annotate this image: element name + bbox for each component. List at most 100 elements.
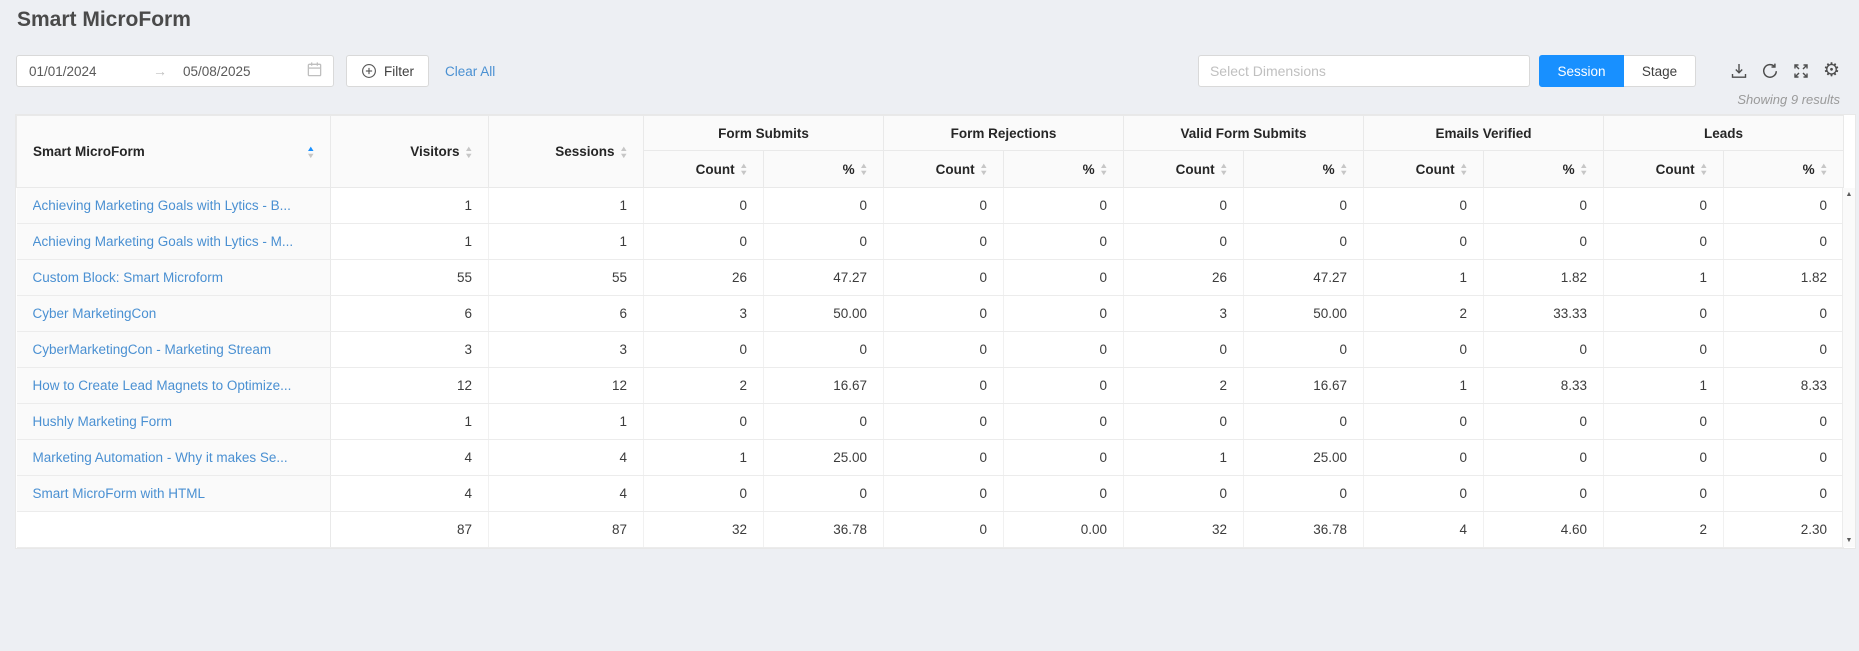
table-row: How to Create Lead Magnets to Optimize..…	[16, 367, 1845, 404]
sort-caret[interactable]: ▲ ▼	[618, 143, 628, 160]
value-cell: 0	[1243, 187, 1365, 224]
sort-caret[interactable]: ▲ ▼	[978, 161, 988, 177]
sort-caret[interactable]: ▲ ▼	[1698, 161, 1708, 177]
column-header-form-submits-count[interactable]: Count ▲ ▼	[643, 150, 764, 188]
clear-all-link[interactable]: Clear All	[445, 63, 496, 79]
row-name-cell: Custom Block: Smart Microform	[16, 259, 331, 296]
row-name-cell: Achieving Marketing Goals with Lytics - …	[16, 223, 331, 260]
value-cell: 0	[883, 223, 1005, 260]
value-cell: 55	[330, 259, 489, 296]
column-header-valid-form-submits-count[interactable]: Count ▲ ▼	[1123, 150, 1245, 188]
value-cell: 0	[1003, 223, 1125, 260]
value-cell: 0	[1723, 403, 1845, 440]
value-cell: 3	[643, 295, 764, 332]
value-cell: 0	[763, 403, 885, 440]
value-cell: 33.33	[1483, 295, 1605, 332]
sort-caret[interactable]: ▲ ▼	[1098, 161, 1108, 177]
end-date-value[interactable]: 05/08/2025	[183, 63, 251, 79]
row-link[interactable]: Custom Block: Smart Microform	[32, 270, 224, 285]
expand-icon[interactable]	[1792, 62, 1810, 80]
value-cell: 0	[1723, 223, 1845, 260]
value-cell: 0	[1603, 187, 1725, 224]
column-label: %	[842, 161, 855, 177]
start-date-value[interactable]: 01/01/2024	[29, 63, 97, 79]
session-toggle-button[interactable]: Session	[1538, 55, 1624, 87]
row-link[interactable]: Hushly Marketing Form	[32, 414, 173, 429]
value-cell: 0	[1603, 331, 1725, 368]
row-link[interactable]: How to Create Lead Magnets to Optimize..…	[32, 378, 292, 393]
totals-cell: 36.78	[763, 511, 885, 548]
column-label: Visitors	[410, 144, 460, 159]
value-cell: 0	[883, 439, 1005, 476]
value-cell: 0	[1003, 367, 1125, 404]
value-cell: 47.27	[763, 259, 885, 296]
column-header-emails-verified-count[interactable]: Count ▲ ▼	[1363, 150, 1485, 188]
calendar-icon	[306, 61, 323, 81]
row-link[interactable]: Achieving Marketing Goals with Lytics - …	[32, 198, 291, 213]
sort-caret[interactable]: ▲ ▼	[1458, 161, 1468, 177]
row-name-cell: CyberMarketingCon - Marketing Stream	[16, 331, 331, 368]
row-link[interactable]: Cyber MarketingCon	[32, 306, 157, 321]
scroll-down-arrow[interactable]: ▼	[1845, 537, 1853, 544]
download-icon[interactable]	[1730, 62, 1748, 80]
row-link[interactable]: Achieving Marketing Goals with Lytics - …	[32, 234, 294, 249]
results-count: Showing 9 results	[1737, 92, 1840, 107]
column-header-visitors[interactable]: Visitors ▲ ▼	[330, 115, 489, 188]
toolbar: 01/01/2024 → 05/08/2025 Filter	[16, 55, 1840, 87]
row-link[interactable]: Marketing Automation - Why it makes Se..…	[32, 450, 288, 465]
sort-caret[interactable]: ▲ ▼	[858, 161, 868, 177]
totals-name-cell	[16, 511, 331, 548]
gear-icon[interactable]: ⚙	[1822, 60, 1840, 81]
value-cell: 0	[1363, 475, 1485, 512]
scroll-up-arrow[interactable]: ▲	[1845, 191, 1853, 198]
sort-caret[interactable]: ▲ ▼	[1818, 161, 1828, 177]
sort-caret[interactable]: ▲ ▼	[1578, 161, 1588, 177]
date-range-picker[interactable]: 01/01/2024 → 05/08/2025	[16, 55, 334, 87]
sort-caret[interactable]: ▲ ▼	[1338, 161, 1348, 177]
value-cell: 0	[883, 403, 1005, 440]
value-cell: 0	[1483, 439, 1605, 476]
value-cell: 0	[1003, 187, 1125, 224]
value-cell: 0	[1003, 439, 1125, 476]
select-dimensions-input[interactable]	[1197, 55, 1530, 87]
column-header-leads-count[interactable]: Count ▲ ▼	[1603, 150, 1725, 188]
sort-caret[interactable]: ▲ ▼	[1218, 161, 1228, 177]
sort-caret[interactable]: ▲ ▼	[738, 161, 748, 177]
value-cell: 0	[1003, 295, 1125, 332]
value-cell: 4	[488, 475, 644, 512]
column-header-smart-microform[interactable]: Smart MicroForm ▲ ▼	[16, 115, 331, 188]
column-header-sessions[interactable]: Sessions ▲ ▼	[488, 115, 644, 188]
totals-cell: 0.00	[1003, 511, 1125, 548]
column-header-valid-form-submits[interactable]: % ▲ ▼	[1243, 150, 1365, 188]
value-cell: 2	[1123, 367, 1245, 404]
column-header-form-rejections-count[interactable]: Count ▲ ▼	[883, 150, 1005, 188]
row-link[interactable]: CyberMarketingCon - Marketing Stream	[32, 342, 272, 357]
value-cell: 2	[643, 367, 764, 404]
table-row: Cyber MarketingCon 6 6 3 50.00 0 0 3 50.00 2 33.33…	[16, 295, 1845, 332]
refresh-icon[interactable]	[1761, 62, 1779, 80]
sort-caret[interactable]: ▲ ▼	[463, 143, 473, 160]
row-name-cell: Cyber MarketingCon	[16, 295, 331, 332]
column-header-form-submits[interactable]: % ▲ ▼	[762, 150, 885, 188]
value-cell: 0	[1003, 475, 1125, 512]
sort-caret[interactable]: ▲ ▼	[305, 143, 315, 160]
value-cell: 4	[488, 439, 644, 476]
table-scrollbar[interactable]: ▲ ▼	[1842, 188, 1855, 547]
value-cell: 0	[763, 331, 885, 368]
value-cell: 1	[330, 403, 489, 440]
column-header-leads[interactable]: % ▲ ▼	[1723, 150, 1845, 188]
stage-toggle-button[interactable]: Stage	[1623, 55, 1696, 87]
value-cell: 1	[1123, 439, 1245, 476]
value-cell: 47.27	[1243, 259, 1365, 296]
column-label: Count	[1415, 161, 1455, 177]
column-header-form-rejections[interactable]: % ▲ ▼	[1003, 150, 1125, 188]
data-table-container: Smart MicroForm ▲ ▼ Visitors ▲ ▼ Sessions ▲ ▼ …	[16, 115, 1855, 548]
group-header-valid-form-submits: Valid Form Submits	[1123, 115, 1365, 151]
row-link[interactable]: Smart MicroForm with HTML	[32, 486, 206, 501]
value-cell: 1.82	[1483, 259, 1605, 296]
totals-cell: 2.30	[1723, 511, 1845, 548]
filter-button[interactable]: Filter	[346, 55, 429, 87]
column-header-emails-verified[interactable]: % ▲ ▼	[1483, 150, 1605, 188]
column-label: %	[1322, 161, 1335, 177]
